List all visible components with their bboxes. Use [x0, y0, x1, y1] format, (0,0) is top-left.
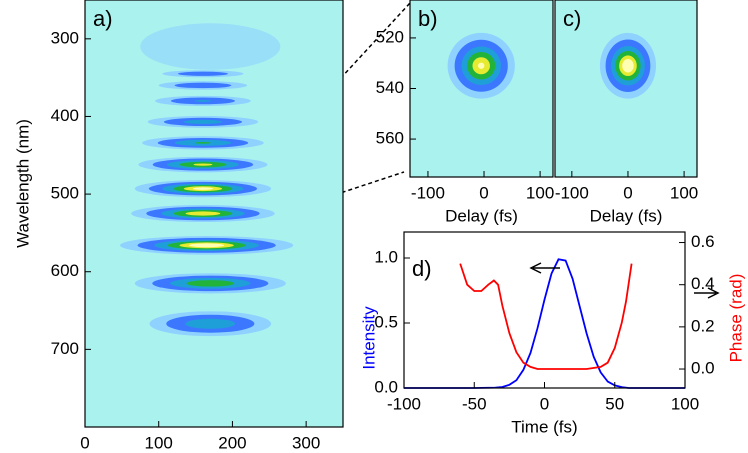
plot-frame — [84, 0, 344, 428]
y-tick-label: 600 — [51, 261, 79, 280]
heat-blob — [186, 280, 235, 287]
y2-tick-label: 0.2 — [691, 316, 715, 335]
heat-blob — [192, 187, 214, 190]
heat-blob — [193, 163, 213, 166]
plot-frame — [554, 0, 698, 178]
y-tick-label: 560 — [376, 129, 404, 148]
panel-label: c) — [563, 6, 581, 31]
x-tick-label: 100 — [145, 433, 173, 452]
x-tick-label: 0 — [479, 183, 488, 202]
heat-blob — [140, 23, 281, 70]
x-tick-label: -100 — [411, 183, 445, 202]
x-tick-label: -100 — [555, 183, 589, 202]
y-tick-label: 0.5 — [374, 312, 398, 331]
y-tick-label: 520 — [376, 27, 404, 46]
panel-label: a) — [93, 6, 113, 31]
x-tick-label: 100 — [526, 183, 554, 202]
line-series — [459, 263, 633, 370]
heat-blob — [185, 211, 221, 216]
y-axis-label: Intensity — [359, 306, 378, 370]
y-tick-label: 300 — [51, 28, 79, 47]
x-tick-label: -50 — [462, 394, 487, 413]
heat-blob — [195, 142, 211, 144]
x-tick-label: 200 — [218, 433, 246, 452]
x-tick-label: 50 — [605, 394, 624, 413]
y2-tick-label: 0.6 — [691, 232, 715, 251]
x-axis-label: Delay (fs) — [445, 206, 518, 225]
y2-axis-label: Phase (rad) — [726, 274, 745, 363]
panel: -100 -50 0 50 1000.00.51.00.00.20.40.6d)Time… — [359, 231, 745, 436]
x-tick-label: 0 — [623, 183, 632, 202]
heat-blob — [478, 62, 485, 69]
zoom-line — [221, 2, 411, 208]
arrow — [694, 287, 720, 299]
y2-tick-label: 0.0 — [691, 359, 715, 378]
heat-blob — [183, 119, 223, 124]
y-tick-label: 500 — [51, 184, 79, 203]
panel: -100 0 100 520 540 560 b) Delay (fs) — [376, 0, 554, 225]
panel: -100 0 100 c) Delay (fs) — [554, 0, 698, 225]
heat-blob — [194, 100, 212, 102]
y-tick-label: 1.0 — [374, 247, 398, 266]
plot-frame — [403, 231, 686, 389]
y-tick-label: 700 — [51, 339, 79, 358]
x-tick-label: 300 — [292, 433, 320, 452]
y-tick-label: 0.0 — [374, 377, 398, 396]
line-series — [404, 258, 685, 389]
arrow — [529, 262, 560, 274]
heatmap — [447, 32, 515, 99]
y-axis-label: Wavelength (nm) — [13, 119, 32, 248]
x-axis-label: Delay (fs) — [590, 206, 663, 225]
y-tick-label: 400 — [51, 106, 79, 125]
y-tick-label: 540 — [376, 78, 404, 97]
heat-blob — [185, 318, 236, 329]
x-tick-label: 100 — [670, 183, 698, 202]
heatmap — [599, 32, 657, 99]
x-axis-label: Time (fs) — [511, 417, 577, 436]
heat-blob — [177, 71, 228, 76]
panel-label: d) — [412, 256, 432, 281]
heat-blob — [174, 82, 232, 89]
heat-blob — [188, 243, 225, 248]
x-tick-label: 0 — [540, 394, 549, 413]
x-tick-label: 0 — [80, 433, 89, 452]
x-tick-label: 100 — [671, 394, 699, 413]
heatmap — [120, 23, 294, 337]
x-tick-label: -100 — [387, 394, 421, 413]
panel-label: b) — [418, 6, 438, 31]
heat-blob — [622, 59, 634, 73]
